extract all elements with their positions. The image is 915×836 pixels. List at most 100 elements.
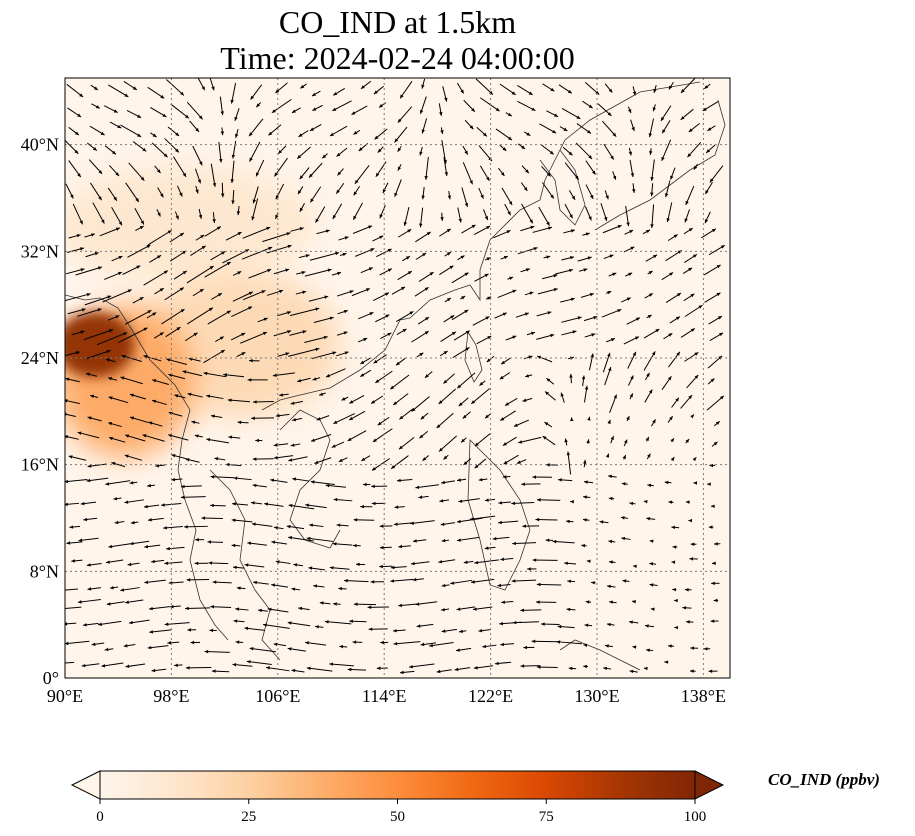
wind-arrow-head: [677, 293, 681, 297]
wind-arrow: [242, 226, 271, 239]
wind-arrow-head: [237, 420, 242, 425]
wind-arrow-head: [482, 644, 487, 649]
wind-arrow: [390, 455, 409, 470]
x-tick-label: 90°E: [47, 686, 83, 706]
wind-arrow-head: [335, 251, 340, 256]
wind-arrow-head: [176, 327, 181, 331]
wind-arrow-head: [499, 375, 504, 380]
wind-arrow: [185, 607, 211, 609]
wind-arrow-head: [664, 193, 669, 198]
wind-arrow-head: [112, 150, 116, 155]
wind-arrow-head: [161, 503, 165, 507]
wind-arrow-head: [688, 395, 692, 399]
wind-arrow-head: [86, 563, 91, 567]
wind-arrow-head: [115, 172, 120, 177]
wind-arrow-head: [151, 668, 156, 673]
wind-arrow-head: [195, 189, 199, 194]
wind-arrow-head: [564, 438, 568, 443]
wind-arrow-head: [544, 422, 549, 426]
wind-arrow-head: [125, 664, 130, 668]
wind-arrow-head: [461, 296, 466, 300]
wind-arrow-head: [587, 416, 591, 421]
wind-arrow-head: [275, 560, 280, 564]
wind-arrow-head: [528, 355, 533, 359]
wind-arrow: [456, 517, 483, 523]
wind-arrow: [248, 118, 264, 137]
wind-arrow-head: [608, 367, 612, 372]
wind-arrow-head: [358, 147, 363, 151]
colorbar-tick-label: 50: [390, 809, 405, 825]
wind-arrow-head: [682, 606, 687, 610]
wind-arrow-head: [450, 581, 455, 585]
wind-arrow-head: [71, 559, 76, 563]
wind-arrow-head: [449, 265, 454, 270]
wind-arrow-head: [409, 664, 413, 669]
wind-arrow-head: [480, 194, 484, 199]
x-tick-label: 106°E: [255, 686, 300, 706]
wind-arrow-head: [198, 115, 203, 120]
wind-arrow-head: [249, 157, 253, 162]
wind-arrow-head: [608, 474, 612, 479]
wind-arrow-head: [197, 179, 201, 184]
wind-arrow-head: [347, 437, 352, 441]
x-tick-label: 122°E: [468, 686, 513, 706]
wind-arrow-head: [77, 600, 82, 604]
wind-arrow-head: [629, 669, 634, 674]
wind-arrow-head: [159, 332, 164, 336]
wind-arrow-head: [546, 221, 550, 226]
wind-arrow: [706, 395, 725, 411]
wind-arrow-head: [353, 191, 358, 196]
wind-arrow: [304, 268, 332, 277]
wind-arrow-head: [650, 224, 654, 228]
wind-arrow-head: [349, 619, 353, 623]
wind-arrow-head: [607, 352, 611, 357]
wind-arrow-head: [252, 199, 257, 204]
wind-arrow-head: [351, 111, 356, 115]
wind-arrow-head: [485, 316, 490, 320]
wind-arrow-head: [144, 504, 148, 509]
wind-arrow-head: [464, 202, 469, 207]
wind-arrow-head: [585, 232, 590, 236]
wind-arrow-head: [575, 175, 579, 180]
wind-arrow-head: [219, 158, 223, 163]
wind-arrow-head: [586, 559, 591, 563]
wind-arrow-head: [457, 478, 461, 482]
wind-arrow-head: [306, 536, 311, 541]
wind-arrow-head: [353, 215, 357, 220]
wind-arrow: [72, 203, 84, 225]
wind-arrow-head: [471, 580, 475, 584]
wind-arrow-head: [249, 647, 254, 651]
wind-arrow-head: [333, 91, 338, 96]
wind-arrow: [390, 578, 414, 582]
wind-arrow-head: [511, 501, 516, 506]
wind-arrow: [249, 141, 261, 162]
wind-arrow-head: [719, 332, 724, 337]
wind-arrow: [470, 388, 490, 405]
wind-arrow-head: [523, 645, 527, 650]
wind-arrow-head: [550, 333, 555, 338]
wind-arrow-head: [363, 482, 367, 487]
wind-arrow-head: [253, 580, 257, 585]
wind-arrow: [324, 621, 352, 625]
wind-arrow-head: [492, 536, 497, 541]
wind-arrow-head: [371, 400, 376, 404]
wind-arrow-head: [553, 274, 558, 278]
wind-arrow-head: [506, 230, 511, 234]
wind-arrow: [372, 428, 393, 443]
wind-arrow-head: [286, 232, 291, 236]
wind-arrow-head: [550, 194, 554, 199]
wind-arrow-head: [484, 273, 489, 278]
wind-arrow-head: [287, 311, 292, 315]
wind-arrow-head: [256, 172, 260, 177]
wind-arrow: [85, 350, 111, 360]
wind-arrow-head: [290, 401, 295, 405]
wind-arrow-head: [380, 640, 384, 645]
wind-arrow-head: [672, 545, 677, 549]
wind-arrow-head: [171, 454, 176, 458]
wind-arrow-head: [429, 643, 433, 648]
wind-arrow-head: [419, 151, 423, 156]
wind-arrow-head: [212, 580, 217, 584]
wind-arrow-head: [113, 496, 118, 501]
wind-arrow-head: [227, 398, 232, 402]
wind-arrow-head: [426, 231, 431, 236]
